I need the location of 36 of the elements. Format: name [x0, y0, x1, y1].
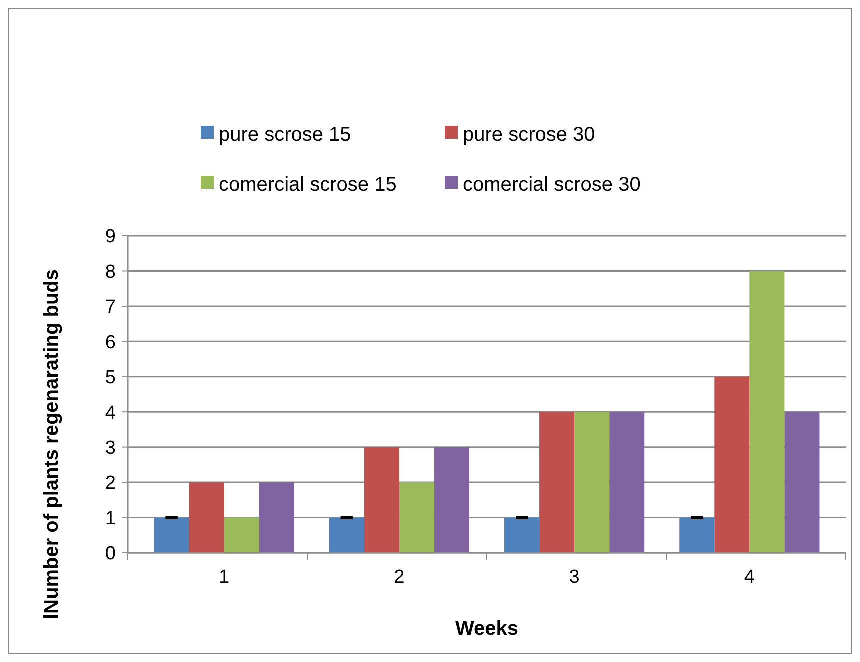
bar — [750, 271, 785, 553]
bar — [189, 482, 224, 553]
legend-label: comercial scrose 30 — [463, 174, 641, 196]
bar — [504, 518, 540, 553]
y-tick-label: 0 — [105, 544, 116, 565]
y-tick-label: 9 — [105, 226, 116, 248]
y-tick-label: 3 — [105, 438, 116, 459]
bar — [540, 412, 575, 553]
bar — [784, 412, 820, 553]
x-tick-label: 2 — [394, 567, 405, 588]
x-tick-label: 3 — [569, 567, 580, 588]
y-tick-label: 5 — [105, 368, 116, 389]
y-axis-title: lNumber of plants regenarating buds — [41, 269, 63, 620]
y-tick-label: 1 — [105, 508, 116, 530]
y-tick-label: 8 — [105, 262, 116, 283]
bar — [714, 376, 750, 553]
bar — [224, 518, 260, 553]
legend-label: pure scrose 30 — [463, 124, 596, 146]
legend-label: pure scrose 15 — [219, 124, 352, 146]
y-tick-label: 2 — [105, 473, 116, 494]
y-tick-label: 4 — [105, 402, 116, 424]
x-tick-label: 4 — [744, 567, 756, 588]
x-axis-title: Weeks — [455, 618, 519, 640]
bar — [680, 518, 715, 553]
legend-label: comercial scrose 15 — [219, 174, 397, 196]
bar — [364, 447, 400, 553]
bar — [154, 518, 190, 553]
bar — [259, 482, 294, 553]
x-tick-label: 1 — [219, 567, 230, 588]
bar — [329, 518, 364, 553]
y-tick-label: 6 — [105, 332, 116, 354]
y-tick-label: 7 — [105, 297, 116, 318]
bar — [574, 412, 610, 553]
bar — [610, 412, 645, 553]
bar — [434, 447, 470, 553]
bar — [399, 482, 434, 553]
